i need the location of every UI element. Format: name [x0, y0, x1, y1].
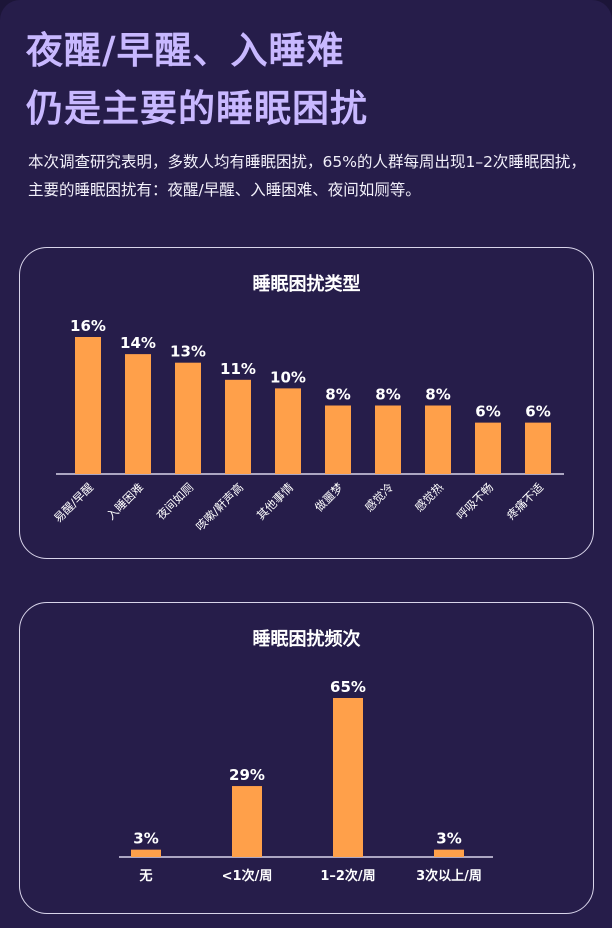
bar — [75, 337, 101, 474]
bar — [175, 362, 201, 474]
x-tick-label: 其他事情 — [254, 480, 297, 523]
bar — [434, 849, 464, 857]
x-tick-label: 咳嗽/鼾声高 — [193, 480, 246, 533]
data-label: 65% — [330, 678, 366, 696]
x-tick-label: 易醒/早醒 — [51, 480, 97, 526]
bar — [325, 405, 351, 474]
data-label: 8% — [425, 386, 450, 404]
x-tick-label: 感觉热 — [412, 480, 447, 515]
headline-line-1: 夜醒/早醒、入睡难 — [26, 29, 345, 72]
bar — [375, 405, 401, 474]
data-label: 11% — [220, 360, 256, 378]
x-tick-label: 感觉冷 — [362, 480, 396, 514]
bar — [125, 354, 151, 474]
types-bar-chart: 16% 易醒/早醒 14% 入睡困难 13% 夜间如厕 11% 咳嗽/鼾声高 10% 其他事情 8%… — [51, 317, 564, 534]
bar — [475, 422, 501, 474]
sleep-trouble-frequency-card: 睡眠困扰频次 3% 无 29% <1次/周 65% 1–2次/周 3% 3次以上/周 — [19, 602, 594, 914]
data-label: 8% — [375, 386, 400, 404]
bar — [425, 405, 451, 474]
bar — [275, 388, 301, 474]
x-tick-label: 做噩梦 — [312, 480, 347, 515]
chart-title: 睡眠困扰频次 — [252, 629, 361, 650]
sleep-trouble-types-card: 睡眠困扰类型 16% 易醒/早醒 14% 入睡困难 13% 夜间如厕 11% 咳嗽/鼾声高 10… — [19, 247, 594, 559]
data-label: 8% — [325, 386, 350, 404]
x-tick-label: 1–2次/周 — [320, 868, 375, 884]
data-label: 14% — [120, 334, 156, 352]
frequency-bar-chart: 3% 无 29% <1次/周 65% 1–2次/周 3% 3次以上/周 — [119, 678, 493, 884]
data-label: 16% — [70, 317, 106, 335]
x-tick-label: 疼痛不适 — [504, 480, 547, 523]
data-label: 3% — [133, 830, 158, 848]
bar — [131, 849, 161, 857]
bar — [525, 422, 551, 474]
x-tick-label: 入睡困难 — [104, 480, 146, 522]
data-label: 6% — [475, 403, 500, 421]
chart-title: 睡眠困扰类型 — [252, 274, 361, 295]
x-tick-label: 呼吸不畅 — [454, 480, 496, 522]
x-tick-label: 夜间如厕 — [154, 480, 196, 522]
bar — [232, 786, 262, 857]
intro-paragraph: 本次调查研究表明，多数人均有睡眠困扰，65%的人群每周出现1–2次睡眠困扰，主要… — [28, 153, 586, 199]
data-label: 6% — [525, 403, 550, 421]
data-label: 3% — [436, 830, 461, 848]
bar — [333, 698, 363, 857]
x-tick-label: 无 — [138, 869, 152, 884]
data-label: 13% — [170, 343, 206, 361]
x-tick-label: 3次以上/周 — [416, 868, 482, 884]
headline-line-2: 仍是主要的睡眠困扰 — [26, 87, 368, 130]
bar — [225, 379, 251, 474]
data-label: 10% — [270, 368, 306, 386]
x-tick-label: <1次/周 — [222, 868, 273, 884]
data-label: 29% — [229, 766, 265, 784]
